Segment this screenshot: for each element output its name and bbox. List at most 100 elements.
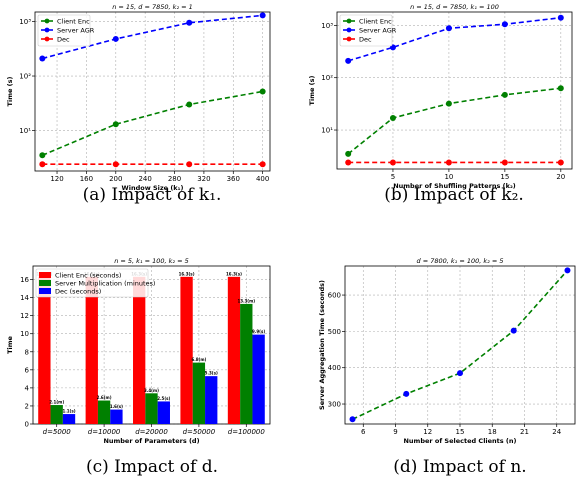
data-point (112, 161, 119, 168)
legend-label: Client Enc (359, 18, 392, 26)
data-point (445, 159, 452, 166)
data-point (112, 35, 119, 42)
y-axis-label: Server Aggregation Time (seconds) (318, 280, 326, 410)
y-tick-label: 10¹ (19, 127, 31, 135)
bar (205, 376, 218, 424)
x-tick-label: 6 (361, 428, 366, 436)
x-tick-label: 10 (444, 173, 453, 181)
x-tick-label: 12 (423, 428, 432, 436)
data-point (186, 19, 193, 26)
x-tick-label: 15 (456, 428, 465, 436)
bar (192, 362, 206, 424)
x-tick-label: 21 (520, 428, 529, 436)
legend-label: Server AGR (359, 27, 397, 35)
legend-marker (346, 18, 352, 24)
plot-frame (34, 11, 271, 172)
legend-swatch (39, 272, 51, 278)
y-tick-label: 0 (25, 421, 29, 429)
data-point (259, 161, 266, 168)
legend-marker (346, 36, 352, 42)
bar (110, 409, 123, 424)
x-tick-label: d=10000 (88, 428, 121, 436)
bar (50, 405, 63, 424)
data-point (510, 327, 517, 334)
bar-value-label: 1.1(s) (62, 409, 75, 414)
y-tick-label: 10² (19, 73, 31, 81)
bar (145, 393, 158, 424)
y-tick-label: 2 (25, 402, 29, 410)
data-point (557, 85, 564, 92)
data-point (501, 21, 508, 28)
chart-title: d = 7800, k₁ = 100, k₂ = 5 (417, 257, 504, 265)
y-tick-label: 500 (328, 328, 341, 336)
x-axis-label: Number of Selected Clients (n) (403, 437, 516, 445)
series-line (42, 14, 263, 60)
data-point (259, 12, 266, 19)
bar-value-label: 1.6(s) (110, 404, 123, 409)
legend-marker (44, 36, 50, 42)
data-point (403, 390, 410, 397)
bar-value-label: 9.9(s) (252, 329, 265, 334)
y-tick-label: 8 (25, 348, 29, 356)
bar-value-label: 3.4(m) (144, 388, 159, 393)
legend-swatch (39, 280, 51, 286)
x-tick-label: 18 (488, 428, 497, 436)
grid (35, 12, 270, 171)
x-tick-label: 24 (552, 428, 561, 436)
bar (227, 276, 241, 424)
chart-panel-2: 10¹ 10² 10³ 5 10 15 20 n = 15, d = 7850, k₁ = 1… (308, 3, 573, 205)
data-point (389, 114, 396, 121)
data-point (39, 161, 46, 168)
bar (133, 276, 146, 424)
plot-frame (344, 265, 576, 425)
data-point (557, 14, 564, 21)
y-tick-label: 16 (20, 276, 29, 284)
legend-label: Server Multiplication (minutes) (55, 280, 155, 288)
bar (252, 334, 265, 424)
chart-title: n = 15, d = 7850, k₁ = 100 (410, 3, 499, 11)
x-tick-label: d=50000 (183, 428, 216, 436)
x-tick-label: d=20000 (135, 428, 168, 436)
bar (97, 400, 111, 424)
series-line (352, 269, 569, 421)
x-tick-label: 9 (393, 428, 397, 436)
grid (345, 266, 575, 424)
legend-marker (44, 18, 50, 24)
y-tick-label: 12 (20, 312, 29, 320)
x-tick-label: 360 (227, 175, 240, 183)
plot-frame (336, 11, 573, 170)
data-point (186, 161, 193, 168)
chart-title: n = 5, k₁ = 100, k₂ = 5 (114, 257, 189, 265)
data-point (445, 25, 452, 32)
data-point (39, 55, 46, 62)
data-point (186, 101, 193, 108)
chart-panel-4: 300 400 500 600 6 9 12 15 18 21 24 d = 7800, k₁ = 1… (318, 257, 576, 477)
data-point (389, 159, 396, 166)
x-axis-label: Number of Shuffling Patterns (k₂) (393, 182, 516, 190)
y-axis-label: Time (s) (308, 76, 316, 106)
legend-label: Server AGR (57, 27, 95, 35)
legend-label: Client Enc (57, 18, 90, 26)
data-point (501, 91, 508, 98)
x-tick-label: 200 (109, 175, 122, 183)
data-point (345, 57, 352, 64)
bar (85, 276, 98, 424)
y-tick-label: 600 (328, 292, 341, 300)
data-point (112, 121, 119, 128)
series-line (42, 90, 263, 157)
x-tick-label: 20 (556, 173, 565, 181)
data-point (349, 416, 356, 423)
x-tick-label: 320 (197, 175, 210, 183)
x-tick-label: 5 (391, 173, 395, 181)
x-tick-label: 280 (168, 175, 181, 183)
y-tick-label: 300 (328, 401, 341, 409)
x-tick-label: d=100000 (228, 428, 266, 436)
data-point (457, 370, 463, 377)
y-tick-label: 10³ (19, 18, 31, 26)
x-ticks: 120 160 200 240 280 320 360 400 (50, 171, 269, 183)
y-tick-label: 400 (328, 364, 341, 372)
x-ticks: 6 9 12 15 18 21 24 (361, 424, 562, 436)
data-point (39, 152, 46, 159)
